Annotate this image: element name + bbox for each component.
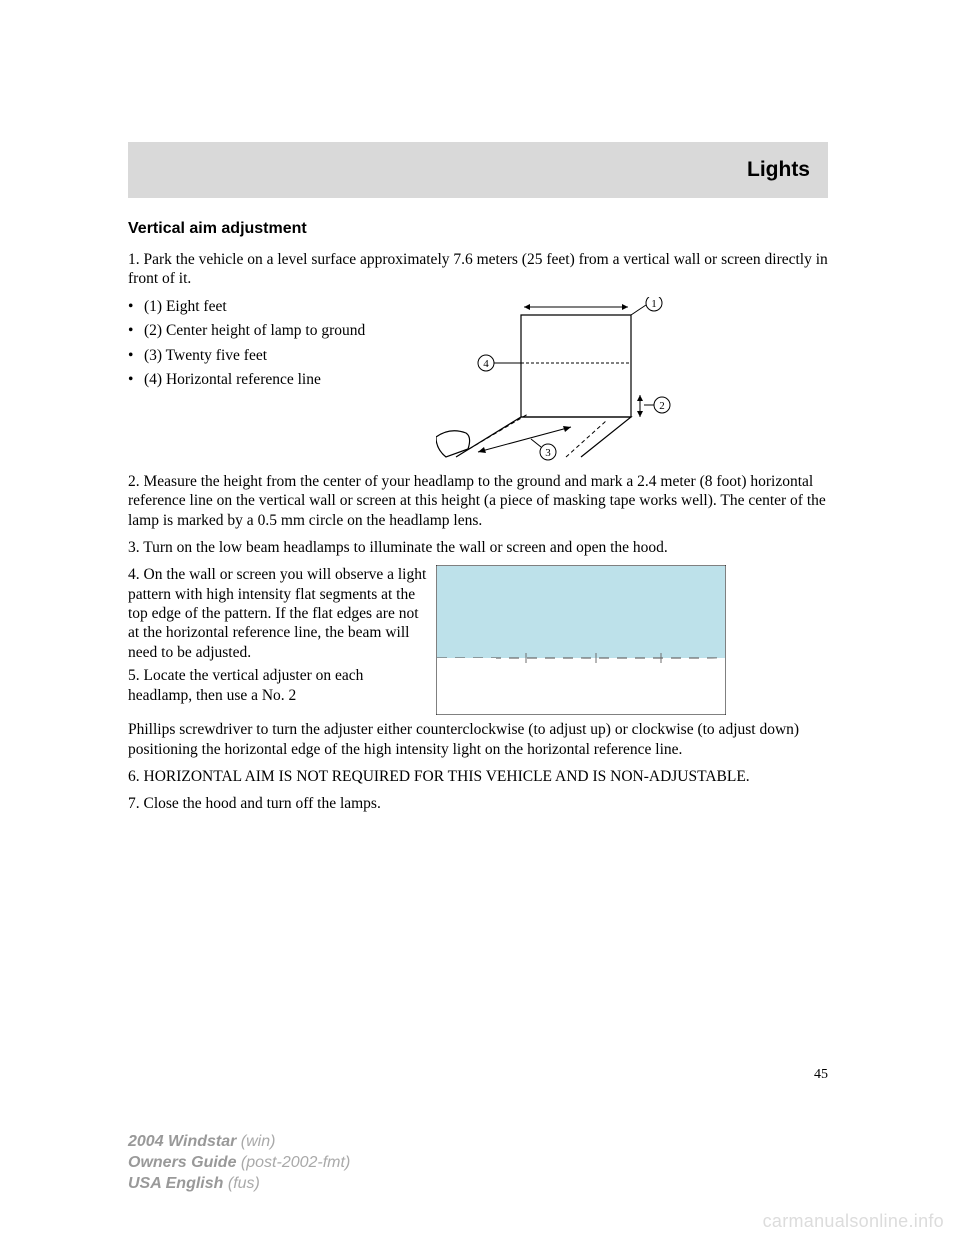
footer-lang: USA English [128, 1175, 223, 1192]
step-7: 7. Close the hood and turn off the lamps… [128, 794, 828, 813]
callout-label-2: 2 [659, 400, 665, 412]
footer: 2004 Windstar (win) Owners Guide (post-2… [128, 1132, 350, 1194]
bullets-and-diagram-row: (1) Eight feet (2) Center height of lamp… [128, 297, 828, 472]
content: Vertical aim adjustment 1. Park the vehi… [128, 198, 828, 814]
aiming-diagram-svg: 1 2 3 [436, 297, 676, 467]
footer-guide-code: (post-2002-fmt) [236, 1154, 350, 1171]
callout-label-3: 3 [545, 447, 551, 459]
subheading: Vertical aim adjustment [128, 220, 828, 238]
callout-label-4: 4 [483, 358, 489, 370]
step-3: 3. Turn on the low beam headlamps to ill… [128, 538, 828, 557]
watermark: carmanualsonline.info [763, 1211, 944, 1232]
bullet-item: (4) Horizontal reference line [128, 370, 428, 389]
step4-and-pattern-row: 4. On the wall or screen you will observ… [128, 565, 828, 720]
bullet-item: (1) Eight feet [128, 297, 428, 316]
beam-pattern-diagram [436, 565, 726, 720]
step-4: 4. On the wall or screen you will observ… [128, 565, 428, 662]
footer-model: 2004 Windstar [128, 1133, 236, 1150]
callout-label-1: 1 [651, 298, 657, 310]
header-title: Lights [747, 158, 810, 182]
step-6: 6. HORIZONTAL AIM IS NOT REQUIRED FOR TH… [128, 767, 828, 786]
page-number: 45 [814, 1067, 828, 1083]
footer-model-code: (win) [236, 1133, 275, 1150]
footer-guide: Owners Guide [128, 1154, 236, 1171]
footer-lang-code: (fus) [223, 1175, 259, 1192]
bullet-item: (2) Center height of lamp to ground [128, 321, 428, 340]
beam-pattern-svg [436, 565, 726, 715]
step-2: 2. Measure the height from the center of… [128, 472, 828, 530]
bullet-list: (1) Eight feet (2) Center height of lamp… [128, 297, 428, 395]
footer-line-1: 2004 Windstar (win) [128, 1132, 350, 1153]
page-container: Lights Vertical aim adjustment 1. Park t… [128, 142, 828, 822]
bullet-item: (3) Twenty five feet [128, 346, 428, 365]
footer-line-3: USA English (fus) [128, 1174, 350, 1195]
step-1: 1. Park the vehicle on a level surface a… [128, 250, 828, 289]
diagram-aiming-setup: 1 2 3 [436, 297, 676, 472]
footer-line-2: Owners Guide (post-2002-fmt) [128, 1153, 350, 1174]
step-5-intro: 5. Locate the vertical adjuster on each … [128, 666, 428, 705]
step-5-cont: Phillips screwdriver to turn the adjuste… [128, 720, 828, 759]
header-bar: Lights [128, 142, 828, 198]
